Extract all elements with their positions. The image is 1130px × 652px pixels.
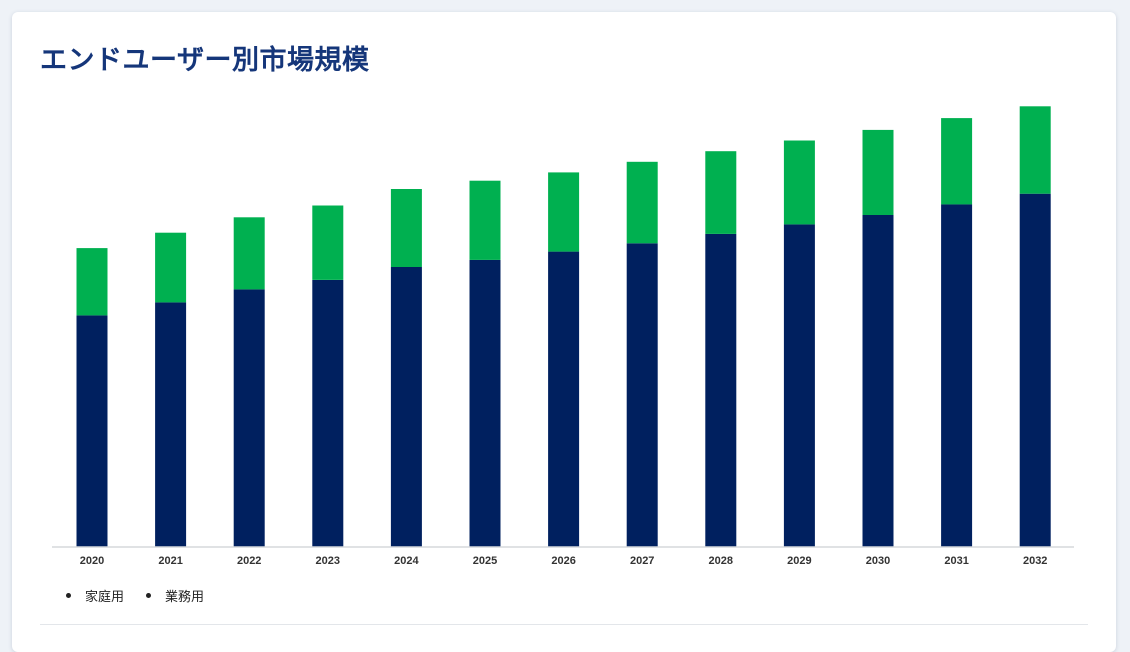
legend-label-commercial: 業務用 — [165, 590, 205, 605]
legend-dot-icon — [66, 593, 71, 598]
bar-commercial-2025[interactable] — [469, 180, 501, 260]
x-tick-label-2023: 2023 — [316, 555, 340, 567]
bar-household-2032[interactable] — [1019, 193, 1051, 547]
x-tick-labels: 2020 2021 2022 2023 2024 2025 2026 2027 2028 2029… — [80, 555, 1048, 567]
bars-group — [76, 106, 1051, 548]
bar-commercial-2028[interactable] — [705, 151, 737, 234]
bar-household-2021[interactable] — [155, 302, 187, 547]
bar-commercial-2032[interactable] — [1019, 106, 1051, 194]
bar-commercial-2027[interactable] — [626, 161, 658, 244]
x-tick-label-2029: 2029 — [787, 555, 811, 567]
x-tick-label-2024: 2024 — [394, 555, 419, 567]
bar-household-2020[interactable] — [76, 315, 108, 547]
x-tick-label-2026: 2026 — [551, 555, 575, 567]
bar-commercial-2024[interactable] — [390, 189, 422, 267]
bar-commercial-2031[interactable] — [941, 118, 973, 205]
bar-household-2022[interactable] — [233, 289, 265, 547]
page-title: エンドユーザー別市場規模 — [40, 45, 370, 76]
legend-item-commercial[interactable]: 業務用 — [146, 586, 204, 605]
x-tick-label-2028: 2028 — [709, 555, 733, 567]
x-tick-label-2020: 2020 — [80, 555, 104, 567]
bar-commercial-2026[interactable] — [548, 172, 580, 252]
bar-household-2024[interactable] — [390, 267, 422, 547]
legend-label-household: 家庭用 — [85, 590, 125, 605]
x-tick-label-2031: 2031 — [944, 555, 968, 567]
legend-dot-icon — [146, 593, 152, 598]
bar-household-2029[interactable] — [783, 224, 815, 547]
chart-card: エンドユーザー別市場規模 2020 2021 2022 2023 2024 2025 202… — [12, 12, 1116, 652]
bar-household-2030[interactable] — [862, 215, 894, 547]
x-tick-label-2025: 2025 — [473, 555, 497, 567]
bar-household-2026[interactable] — [548, 251, 580, 547]
bar-commercial-2021[interactable] — [155, 232, 187, 303]
x-tick-label-2032: 2032 — [1023, 555, 1047, 567]
stacked-bar-chart: 2020 2021 2022 2023 2024 2025 2026 2027 2028 2029… — [52, 106, 1074, 567]
bar-household-2031[interactable] — [941, 204, 973, 548]
x-tick-label-2021: 2021 — [158, 555, 182, 567]
bar-commercial-2029[interactable] — [783, 140, 815, 225]
bar-household-2025[interactable] — [469, 259, 501, 547]
bar-household-2028[interactable] — [705, 233, 737, 547]
legend: 家庭用 業務用 — [66, 586, 204, 605]
bar-commercial-2022[interactable] — [233, 217, 265, 290]
bar-commercial-2020[interactable] — [76, 248, 108, 316]
bar-commercial-2023[interactable] — [312, 205, 344, 280]
legend-item-household[interactable]: 家庭用 — [66, 586, 124, 605]
x-tick-label-2027: 2027 — [630, 555, 654, 567]
bar-household-2023[interactable] — [312, 280, 344, 547]
x-tick-label-2022: 2022 — [237, 555, 261, 567]
footer-divider — [40, 624, 1088, 625]
bar-commercial-2030[interactable] — [862, 129, 894, 215]
x-tick-label-2030: 2030 — [866, 555, 890, 567]
bar-household-2027[interactable] — [626, 243, 658, 548]
